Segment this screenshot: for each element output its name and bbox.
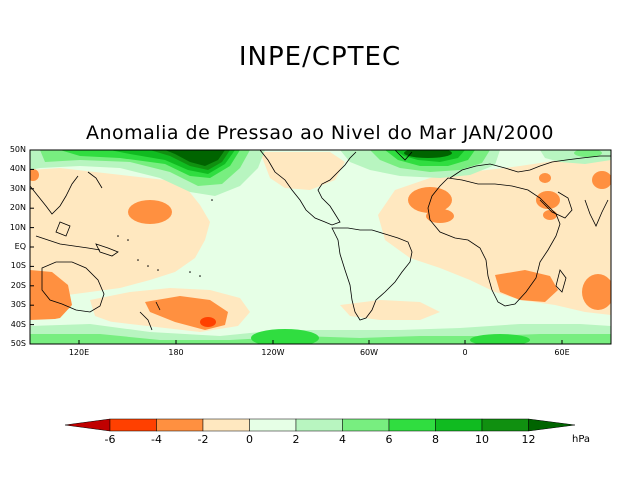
map-title: Anomalia de Pressao ao Nivel do Mar JAN/… [85, 122, 555, 144]
colorbar-label: 2 [293, 433, 300, 446]
anomaly-patch-australia [30, 270, 72, 322]
colorbar-below-min [64, 418, 111, 432]
anomaly-patch-w-pacific [128, 200, 172, 224]
anomaly-negative-ne-pacific [260, 152, 345, 190]
colorbar-10-12 [481, 418, 529, 432]
anomaly-patch-ne-asia [539, 173, 551, 183]
anomaly-negative-south-atlantic [340, 300, 440, 320]
anomaly-patch-arabia-south [543, 210, 557, 220]
colorbar-label: 4 [339, 433, 346, 446]
lat-label: 10S [10, 261, 26, 271]
coastline-borneo [55, 221, 71, 237]
colorbar-2-4 [295, 418, 343, 432]
anomaly-patch-sahel [426, 209, 454, 223]
colorbar-label: 12 [522, 433, 536, 446]
coastline-new-guinea [95, 243, 119, 257]
colorbar-m6-m4 [109, 418, 157, 432]
lon-label: 120E [68, 348, 90, 357]
anomaly-positive-southern-band-4-6 [30, 334, 611, 344]
coastline-madagascar [555, 269, 567, 293]
island-marker [157, 269, 159, 271]
lon-label: 60E [554, 348, 570, 357]
anomaly-patch-central-asia [592, 171, 611, 189]
anomaly-patch-s-indian [582, 274, 611, 310]
colorbar-label: -4 [151, 433, 162, 446]
coastline-europe [449, 155, 611, 179]
anomaly-positive-s-indian-high [470, 334, 530, 344]
coastline-south-america [331, 227, 413, 321]
colorbar-8-10 [435, 418, 483, 432]
island-marker [147, 265, 149, 267]
lat-label: 20N [9, 203, 26, 213]
colorbar-label: 0 [246, 433, 253, 446]
anomaly-patch-arabia [536, 191, 560, 209]
coastline-india [584, 199, 609, 227]
lon-label: 60W [359, 348, 379, 357]
lat-label: 20S [10, 280, 26, 290]
anomaly-field [30, 150, 611, 344]
coastline-greenland [394, 150, 413, 161]
colorbar-m4-m2 [156, 418, 204, 432]
coastline-indonesia [35, 235, 101, 251]
island-marker [117, 235, 119, 237]
map-ticks [30, 149, 563, 345]
island-marker [199, 275, 201, 277]
anomaly-positive-s-pacific-high [251, 329, 319, 344]
island-marker [211, 199, 213, 201]
colorbar-label: -2 [198, 433, 209, 446]
island-marker [137, 259, 139, 261]
lon-label: 120W [261, 348, 285, 357]
island-marker [127, 239, 129, 241]
anomaly-positive-n-atlantic-above-12 [404, 150, 452, 158]
lat-label: 10N [9, 222, 26, 232]
anomaly-negative-west-pacific [30, 168, 210, 300]
island-marker [189, 271, 191, 273]
colorbar-above-max [528, 418, 576, 432]
lat-label: 50S [10, 339, 26, 348]
coastline-north-america [259, 150, 357, 226]
colorbar-0-2 [249, 418, 297, 432]
colorbar-label: -6 [105, 433, 116, 446]
colorbar-m2-0 [202, 418, 250, 432]
lon-label: 0 [462, 348, 468, 357]
anomaly-patch-w-edge [30, 169, 39, 181]
colorbar-4-6 [342, 418, 390, 432]
colorbar-label: 10 [475, 433, 489, 446]
anomaly-patch-s-pacific-core [200, 317, 216, 327]
lat-label: 30N [9, 183, 26, 193]
coastline-australia [41, 261, 105, 313]
lat-label: 30S [10, 300, 26, 310]
colorbar-label: 8 [432, 433, 439, 446]
coastline-arabia [539, 191, 573, 219]
organization-title: INPE/CPTEC [238, 42, 402, 72]
pacific-islands [117, 199, 213, 277]
colorbar-unit: hPa [572, 434, 591, 445]
coastline-africa [427, 177, 561, 307]
colorbar-label: 6 [386, 433, 393, 446]
lat-label: 50N [9, 145, 26, 154]
colorbar-6-8 [388, 418, 436, 432]
lat-label: 40N [9, 164, 26, 174]
anomaly-patch-s-africa [495, 270, 558, 302]
coastlines [30, 150, 611, 331]
anomaly-positive-n-pacific-above-12 [165, 150, 225, 166]
lon-label: 180 [168, 348, 184, 357]
colorbar: -6 -4 -2 0 2 4 6 8 10 12 [64, 418, 576, 446]
coastline-east-asia [30, 175, 79, 215]
coastline-japan [87, 171, 103, 189]
anomaly-patch-n-africa [408, 187, 452, 213]
lat-label: EQ [14, 242, 26, 251]
anomaly-positive-asia [574, 150, 602, 157]
lat-label: 40S [10, 319, 26, 329]
coastline-new-zealand [139, 301, 161, 331]
